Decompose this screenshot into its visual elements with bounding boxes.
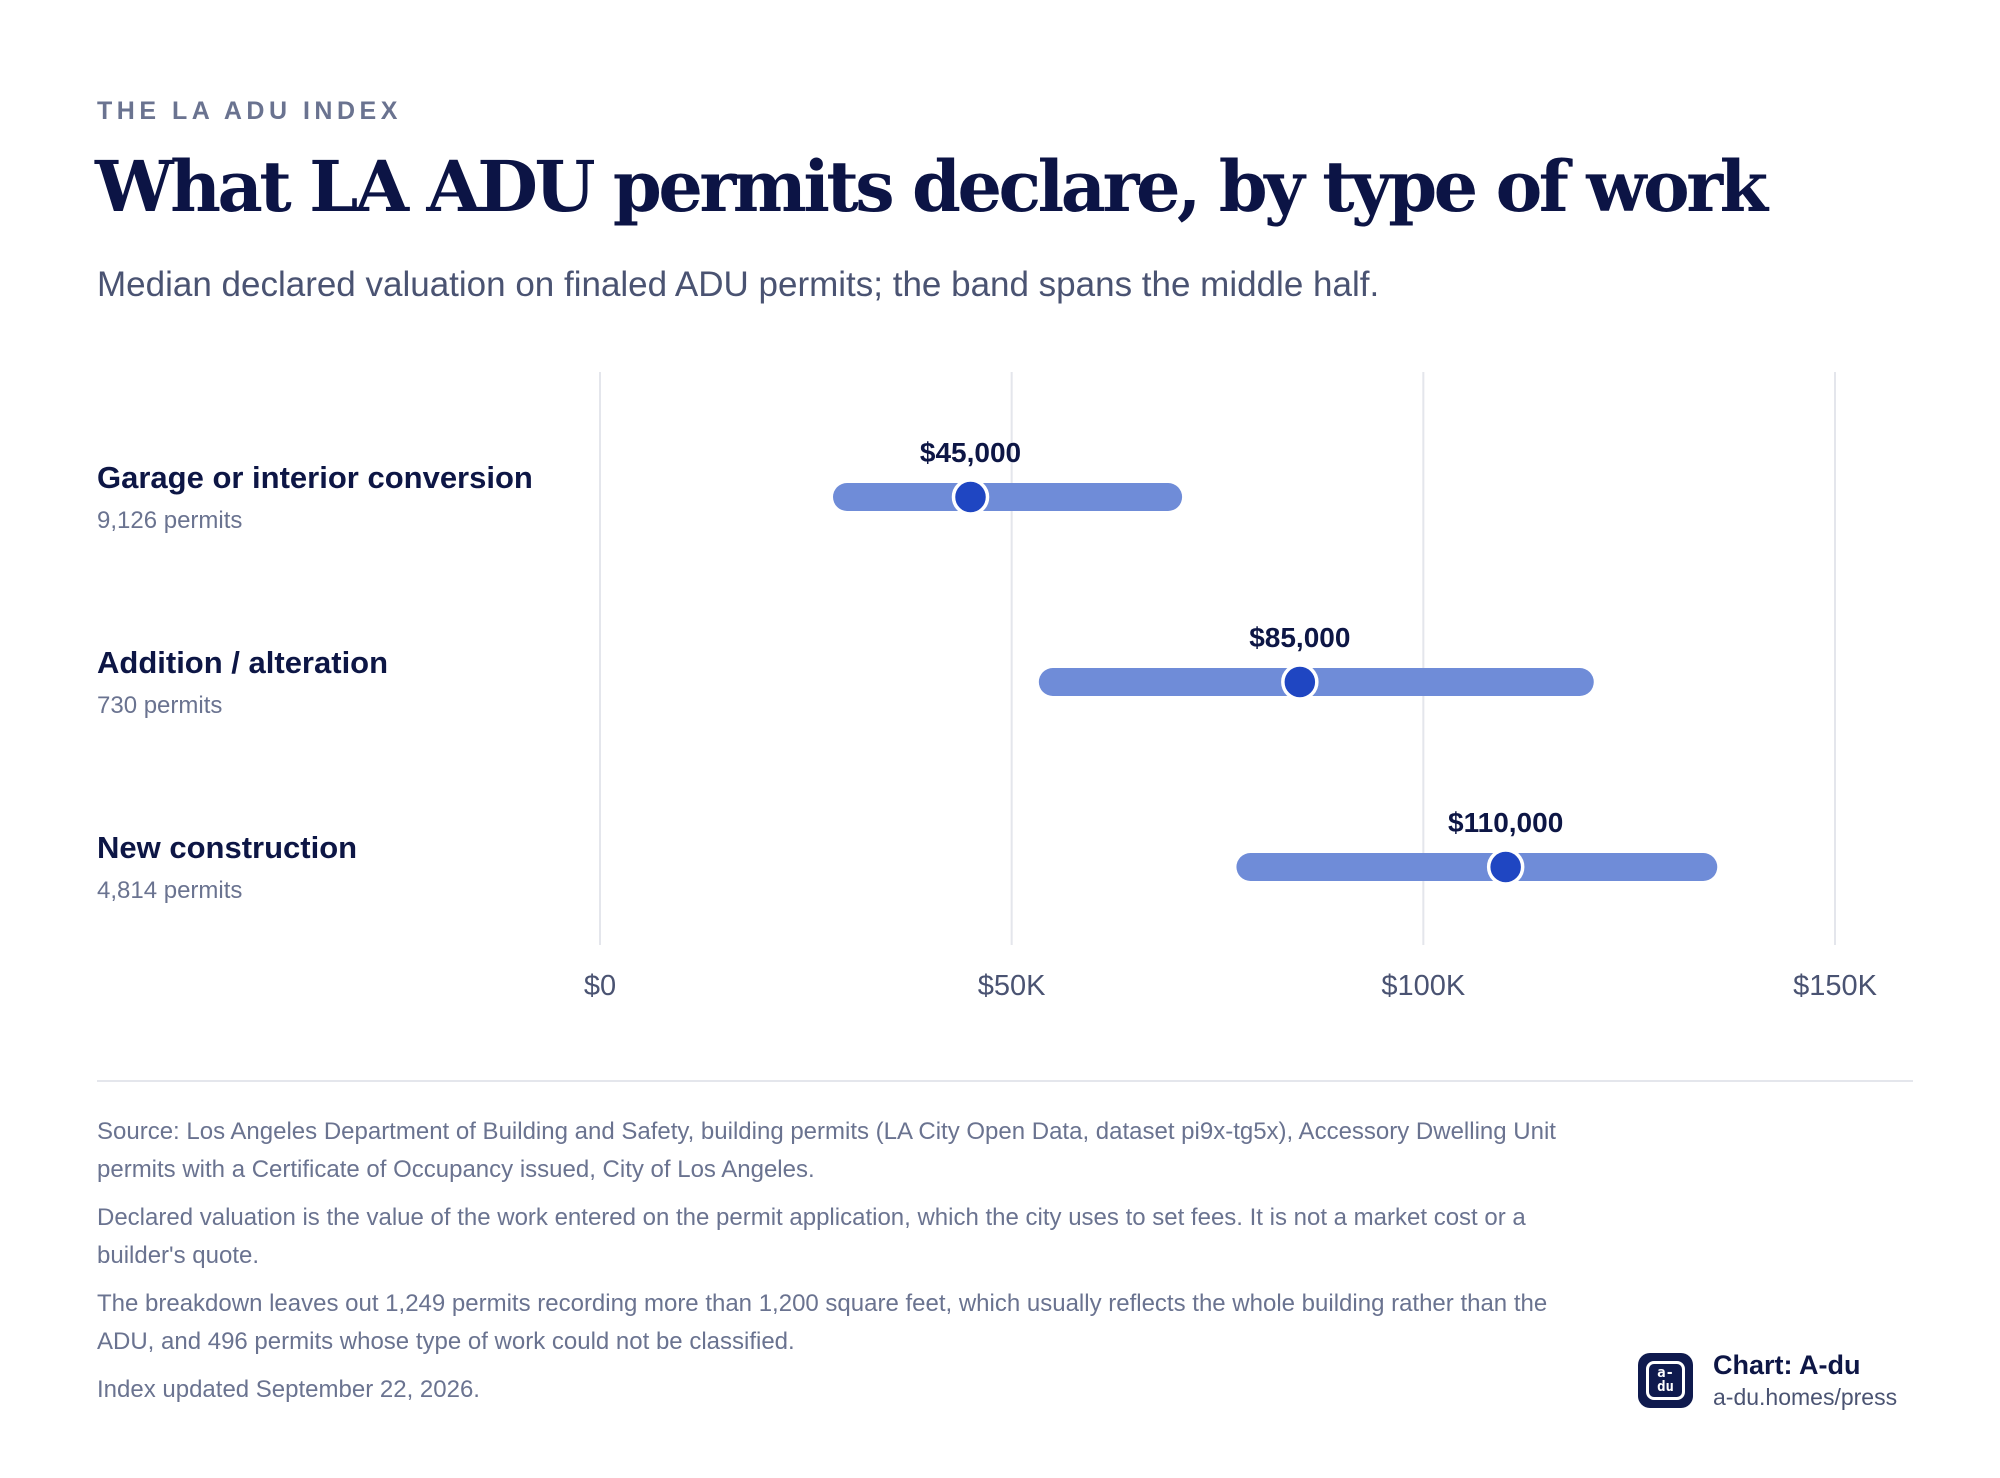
x-tick-label: $100K [1381,970,1466,1002]
x-tick-label: $0 [584,970,616,1002]
row-count: 9,126 permits [97,507,242,534]
footer-notes: Source: Los Angeles Department of Buildi… [97,1113,1607,1419]
median-dot [1281,663,1319,701]
logo-top-text: a- [1657,1365,1674,1381]
range-dot-chart: $0 $50K $100K $150K Garage or interior conve… [97,372,1878,1002]
chart-subtitle: Median declared valuation on finaled ADU… [97,265,1380,304]
median-dot [951,478,990,516]
median-label: $85,000 [1249,622,1350,653]
credit-name: Chart: A-du [1713,1350,1861,1380]
x-tick-label: $50K [978,970,1046,1002]
row-label: Garage or interior conversion [97,460,533,495]
credit-url: a-du.homes/press [1713,1384,1898,1410]
median-label: $45,000 [920,437,1021,468]
footer-divider [97,1080,1913,1082]
exclusion-note: The breakdown leaves out 1,249 permits r… [97,1290,1548,1355]
logo-bottom-text: du [1657,1379,1674,1395]
updated-note: Index updated September 22, 2026. [97,1376,480,1403]
row-label: Addition / alteration [97,645,388,680]
a-du-logo: a- du [1638,1352,1693,1408]
valuation-note: Declared valuation is the value of the w… [97,1204,1526,1269]
credit-text: Chart: A-du a-du.homes/press [1713,1348,1897,1412]
chart-credit: a- du Chart: A-du a-du.homes/press [1638,1348,1897,1412]
chart-title: What LA ADU permits declare, by type of … [95,145,1768,228]
row-count: 4,814 permits [97,877,242,904]
kicker: THE LA ADU INDEX [97,97,402,125]
row-label: New construction [97,830,357,865]
source-note: Source: Los Angeles Department of Buildi… [97,1118,1556,1183]
x-tick-label: $150K [1793,970,1878,1002]
a-du-logo-mark: a- du [1646,1360,1685,1400]
row-count: 730 permits [97,692,222,719]
median-dot [1486,848,1525,886]
median-label: $110,000 [1448,807,1563,838]
